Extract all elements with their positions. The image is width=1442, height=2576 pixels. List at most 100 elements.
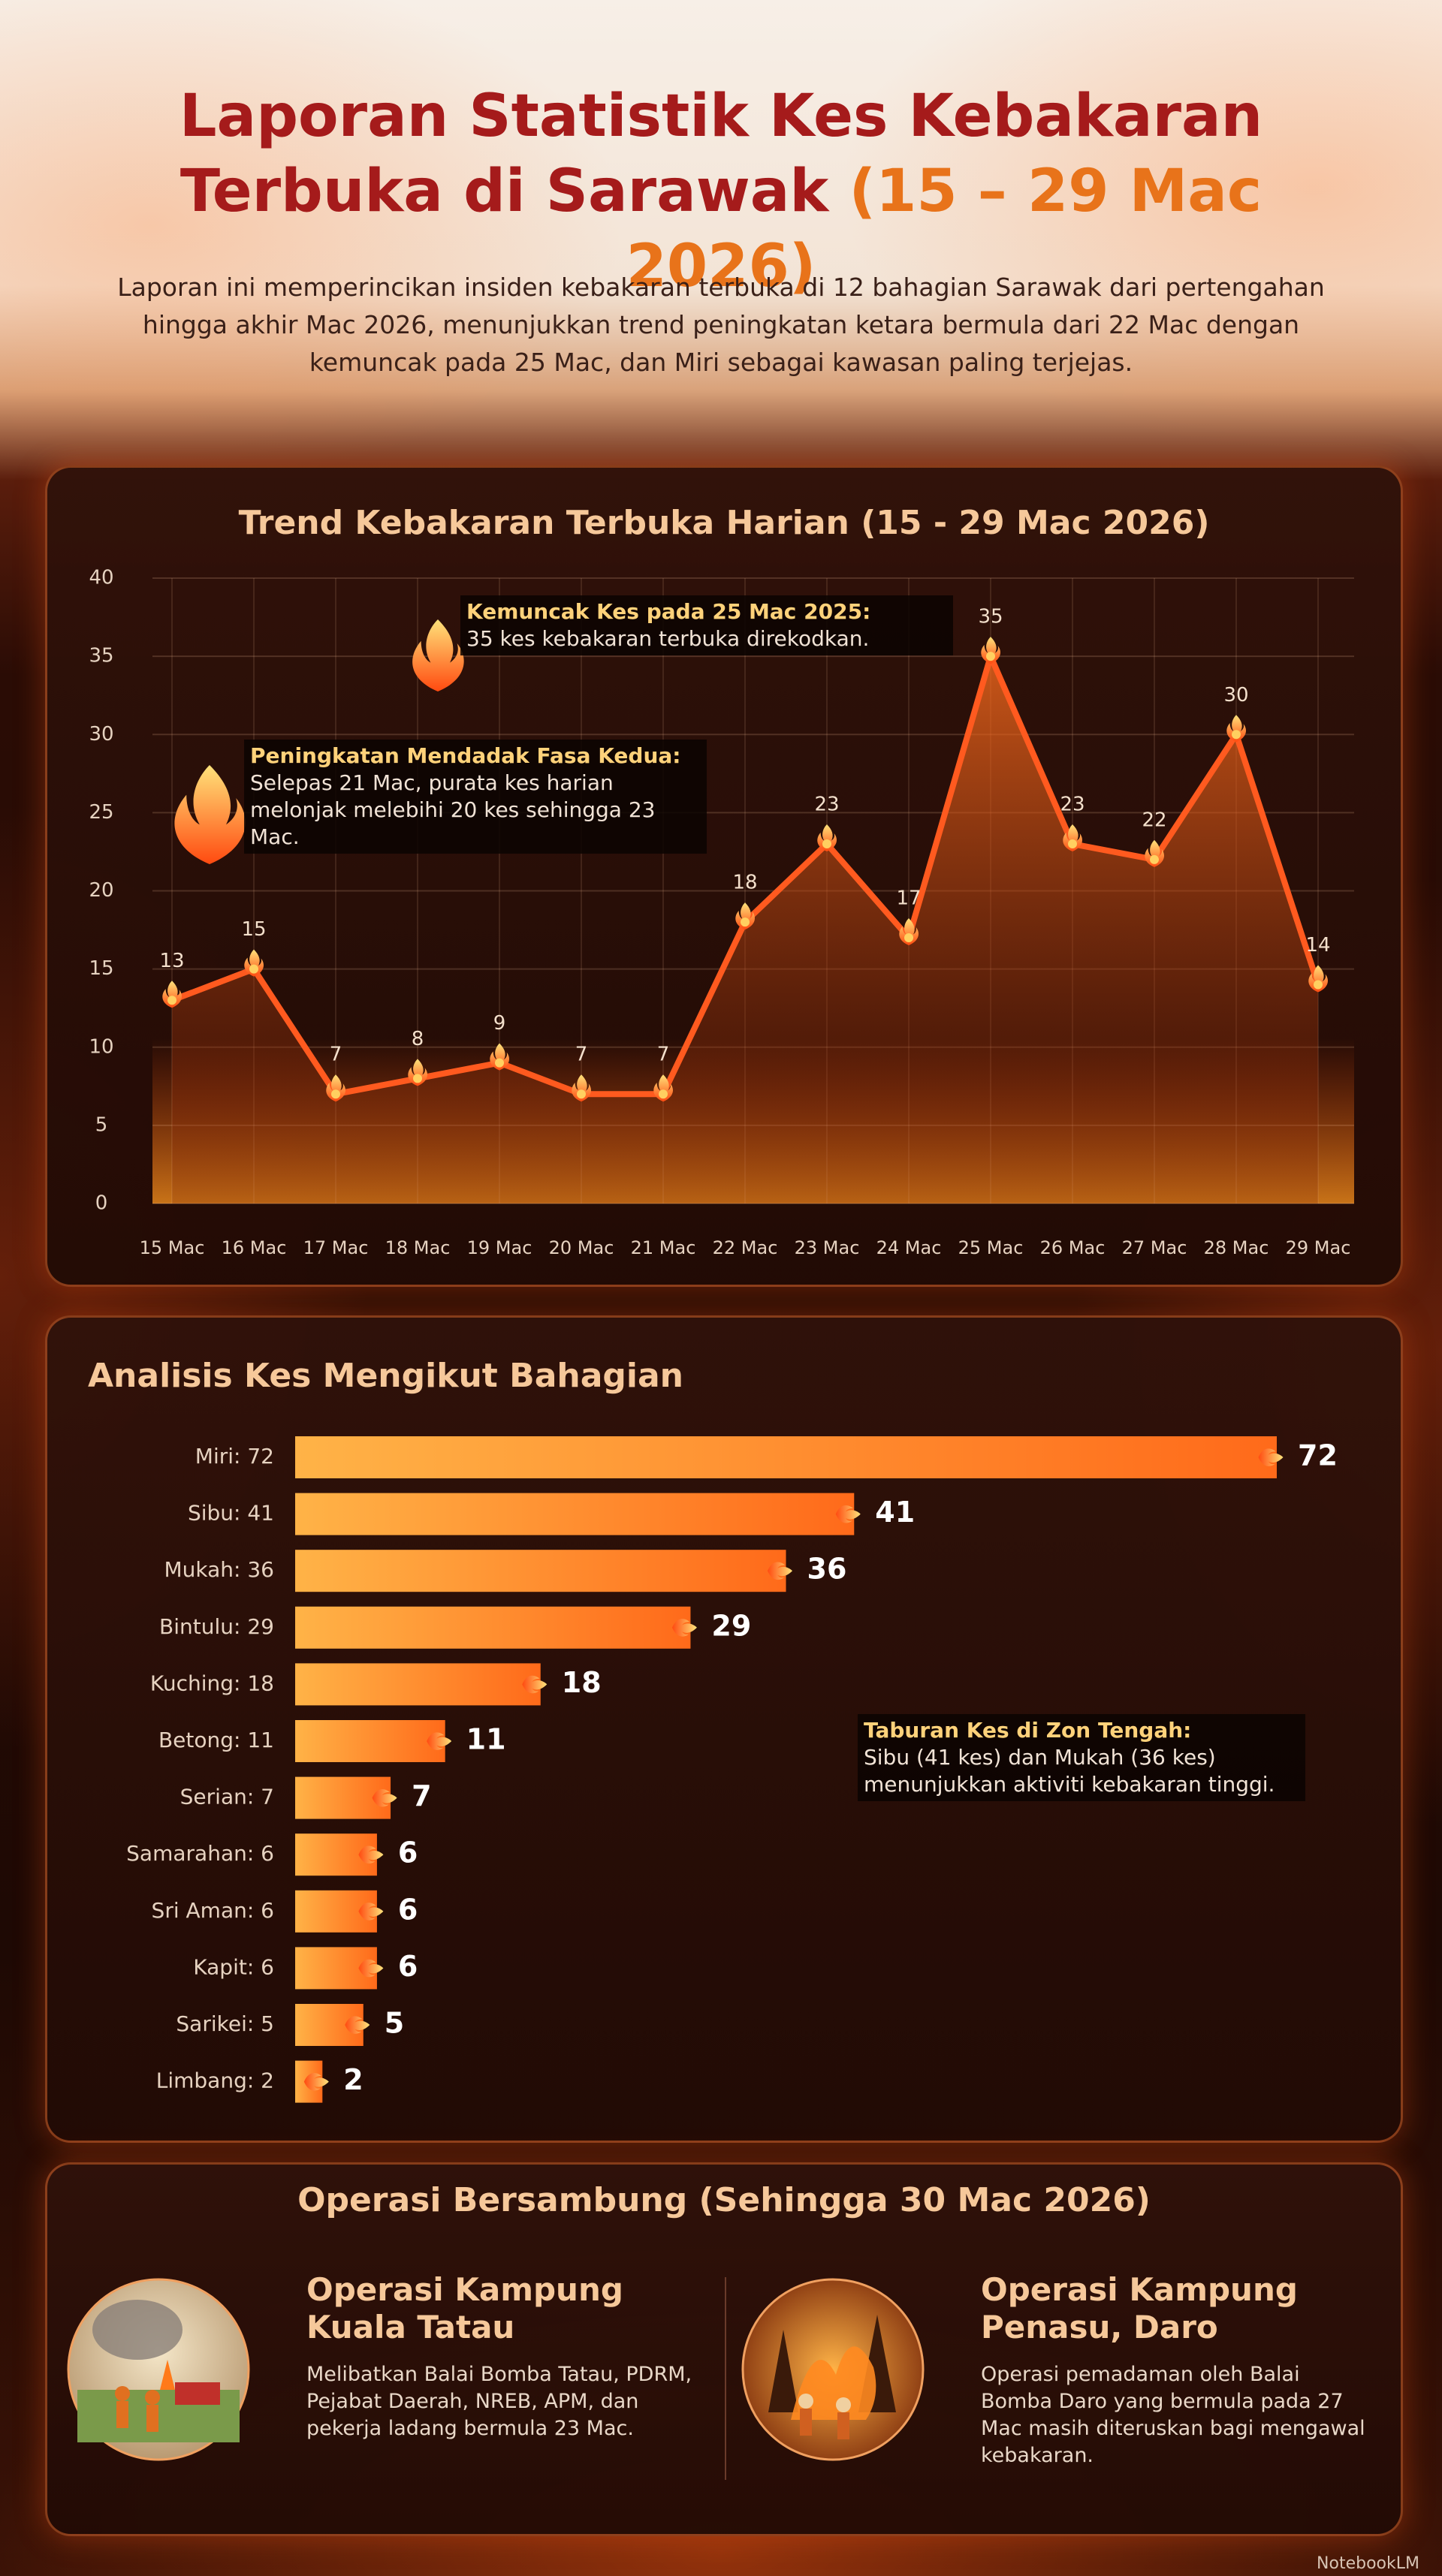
data-label: 9 [493, 1012, 506, 1035]
y-tick-label: 0 [95, 1192, 108, 1215]
point [167, 996, 176, 1005]
area [172, 656, 1318, 1204]
flame-icon [174, 765, 246, 864]
point [577, 1089, 586, 1099]
x-tick-label: 15 Mac [140, 1237, 205, 1258]
data-label: 23 [1060, 794, 1085, 816]
flame-icon [372, 1788, 397, 1807]
category-label: Samarahan: 6 [126, 1841, 274, 1866]
data-label: 6 [398, 1836, 418, 1869]
page-title: Laporan Statistik Kes Kebakaran Terbuka … [105, 79, 1337, 304]
flame-icon [1063, 824, 1083, 852]
data-label: 18 [732, 872, 757, 894]
flame-icon [1226, 715, 1247, 743]
x-tick-label: 20 Mac [549, 1237, 614, 1258]
flame-icon [427, 1732, 452, 1750]
data-label: 2 [343, 2063, 363, 2096]
bar [295, 1720, 445, 1762]
bar [295, 1550, 786, 1592]
operations-panel: Operasi Bersambung (Sehingga 30 Mac 2026… [45, 2162, 1403, 2536]
annotation: Peningkatan Mendadak Fasa Kedua: Selepas… [244, 740, 707, 854]
category-label: Betong: 11 [158, 1728, 274, 1752]
chart-title: Analisis Kes Mengikut Bahagian [88, 1357, 683, 1395]
trend-panel: 0 5 10 15 20 25 30 35 40 13 15 Mac 15 16 Mac 7 17 Mac 8… [45, 465, 1403, 1287]
y-tick-label: 35 [89, 645, 113, 667]
point [822, 839, 831, 849]
data-label: 29 [711, 1609, 751, 1642]
annotation-text: Sibu (41 kes) dan Mukah (36 kes) menunju… [864, 1745, 1275, 1797]
point [986, 652, 995, 661]
data-label: 7 [657, 1044, 670, 1066]
category-label: Limbang: 2 [156, 2068, 274, 2093]
y-tick-label: 30 [89, 723, 113, 746]
y-tick-label: 5 [95, 1113, 108, 1136]
category-label: Sri Aman: 6 [152, 1898, 274, 1923]
annotation-title: Peningkatan Mendadak Fasa Kedua: [250, 743, 681, 768]
flame-icon [326, 1074, 346, 1102]
point [1150, 854, 1159, 864]
data-label: 11 [466, 1723, 506, 1756]
illustration [741, 2278, 925, 2461]
annotation-title: Taburan Kes di Zon Tengah: [864, 1718, 1192, 1743]
flame-icon [767, 1562, 793, 1580]
y-tick-label: 25 [89, 801, 113, 824]
flame-icon [817, 824, 837, 852]
x-tick-label: 28 Mac [1204, 1237, 1269, 1258]
data-label: 30 [1223, 684, 1248, 707]
flame-icon [981, 637, 1001, 664]
section-title: Operasi Bersambung (Sehingga 30 Mac 2026… [297, 2181, 1151, 2219]
data-label: 41 [875, 1496, 915, 1529]
flame-icon [412, 619, 464, 691]
operation-title: Operasi Kampung Penasu, Daro [981, 2271, 1298, 2346]
flame-icon [835, 1505, 861, 1523]
flame-icon [303, 2072, 329, 2091]
x-tick-label: 21 Mac [631, 1237, 696, 1258]
x-tick-label: 23 Mac [795, 1237, 860, 1258]
annotation-title: Kemuncak Kes pada 25 Mac 2025: [466, 599, 871, 624]
point [413, 1074, 422, 1083]
footer-brand: NotebookLM [1317, 2554, 1419, 2573]
point [741, 917, 750, 927]
flame-icon [1258, 1448, 1284, 1466]
data-label: 72 [1298, 1439, 1338, 1472]
x-tick-label: 26 Mac [1040, 1237, 1106, 1258]
point [904, 932, 913, 942]
data-label: 7 [330, 1044, 342, 1066]
operation-text: Operasi pemadaman oleh Balai Bomba Daro … [981, 2363, 1365, 2467]
line-chart: 0 5 10 15 20 25 30 35 40 13 15 Mac 15 16 Mac 7 17 Mac 8… [89, 567, 1354, 1258]
operation-title: Operasi Kampung Kuala Tatau [306, 2271, 623, 2346]
x-tick-label: 29 Mac [1286, 1237, 1351, 1258]
data-label: 8 [412, 1028, 424, 1050]
flame-icon [653, 1074, 674, 1102]
flame-icon [345, 2016, 370, 2034]
flame-icon [358, 1959, 384, 1978]
data-label: 7 [412, 1779, 431, 1812]
operations-art [67, 2277, 925, 2480]
flame-icon [671, 1619, 697, 1637]
y-tick-label: 10 [89, 1035, 113, 1058]
flame-icon [490, 1043, 510, 1071]
x-tick-label: 27 Mac [1122, 1237, 1187, 1258]
flame-icon [358, 1903, 384, 1921]
point [495, 1058, 504, 1068]
category-label: Sarikei: 5 [176, 2011, 274, 2036]
data-label: 35 [978, 606, 1003, 628]
annotation: Kemuncak Kes pada 25 Mac 2025: 35 kes keb… [460, 595, 953, 655]
data-label: 22 [1142, 809, 1166, 831]
flame-icon [1145, 839, 1165, 867]
x-tick-label: 25 Mac [958, 1237, 1024, 1258]
flame-icon [1308, 965, 1329, 993]
annotation: Taburan Kes di Zon Tengah: Sibu (41 kes) … [858, 1714, 1305, 1801]
data-label: 6 [398, 1950, 418, 1983]
illustration [67, 2278, 250, 2461]
y-tick-label: 40 [89, 567, 113, 589]
annotation-text: Selepas 21 Mac, purata kes harian melonj… [250, 770, 656, 849]
x-tick-label: 17 Mac [303, 1237, 369, 1258]
title-main: Laporan Statistik Kes Kebakaran Terbuka … [179, 83, 1263, 225]
point [249, 964, 258, 974]
flame-icon [162, 981, 183, 1008]
point [1314, 980, 1323, 990]
data-label: 18 [562, 1666, 602, 1699]
data-label: 13 [159, 950, 184, 972]
